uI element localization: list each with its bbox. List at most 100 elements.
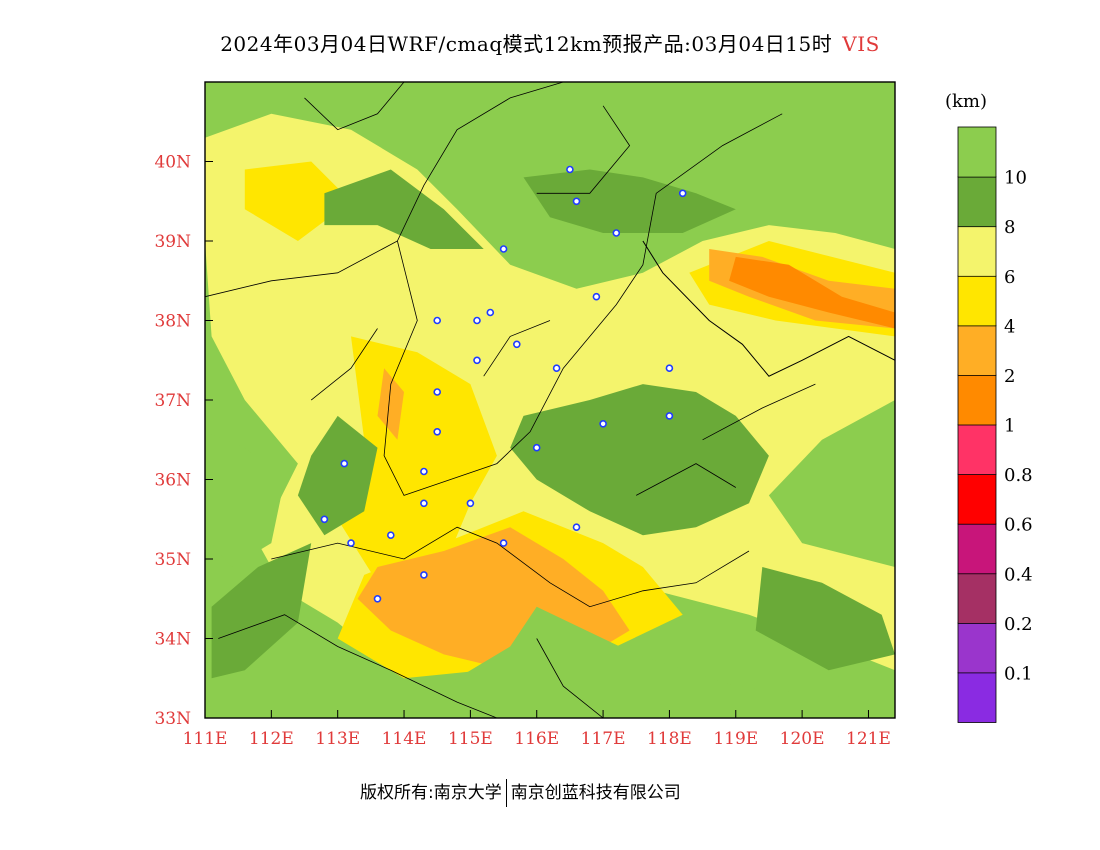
city-marker-0 [473, 316, 481, 325]
colorbar-label-2: 0.4 [1004, 564, 1033, 585]
y-tick-label-6: 39N [154, 232, 191, 252]
boundary-line-3 [218, 614, 498, 718]
field-region-4-6km-west [337, 336, 497, 583]
field-region-8-10km-north [324, 169, 484, 249]
field-region-10km-west [205, 431, 285, 567]
boundary-line-7 [483, 320, 551, 377]
colorbar-label-4: 0.8 [1004, 465, 1033, 486]
chart-title: 2024年03月04日WRF/cmaq模式12km预报产品:03月04日15时 V… [0, 28, 1100, 57]
colorbar-swatch-5 [957, 424, 997, 475]
footer-separator [505, 779, 507, 807]
colorbar-swatch-9 [957, 225, 997, 277]
colorbar-swatch-1 [957, 622, 997, 674]
city-marker-2 [473, 356, 481, 365]
colorbar-label-9: 8 [1004, 217, 1015, 238]
city-markers [320, 165, 687, 603]
x-tick-label-10: 121E [846, 729, 891, 749]
colorbar-swatch-3 [957, 523, 997, 575]
boundary-line-1 [383, 113, 783, 496]
x-tick-label-7: 118E [647, 729, 692, 749]
colorbar-swatch-4 [957, 473, 997, 525]
colorbar: 0.1 0.2 0.4 0.6 0.8 1 2 4 6 8 10 (km) [945, 91, 1033, 723]
x-tick-label-8: 119E [713, 729, 758, 749]
city-marker-10 [512, 340, 521, 349]
city-marker-24 [320, 515, 329, 524]
boundary-line-2 [271, 526, 750, 608]
city-marker-19 [420, 467, 428, 476]
field-region-8-10km-southwest [211, 543, 312, 679]
city-marker-20 [420, 499, 428, 508]
city-marker-22 [386, 531, 395, 540]
boundary-line-4 [536, 638, 604, 718]
city-marker-16 [665, 412, 674, 420]
y-tick-label-4: 37N [154, 391, 191, 411]
city-marker-21 [466, 499, 475, 508]
boundary-line-9 [702, 383, 816, 441]
field-region-8-10km-shanxi [297, 415, 378, 536]
footer-copyright: 版权所有:南京大学 [360, 783, 502, 803]
colorbar-label-6: 2 [1004, 366, 1015, 387]
colorbar-label-1: 0.2 [1004, 614, 1033, 635]
x-tick-label-0: 111E [183, 729, 228, 749]
y-tick-label-1: 34N [154, 630, 191, 650]
city-marker-27 [420, 571, 428, 579]
y-tick-label-0: 33N [154, 709, 191, 729]
colorbar-unit: (km) [945, 91, 987, 112]
boundary-line-5 [304, 82, 405, 131]
field-region-8-10km-tianjin [523, 169, 736, 233]
footer: 版权所有:南京大学 南京创蓝科技有限公司 [360, 778, 681, 807]
x-tick-label-9: 120E [780, 729, 825, 749]
city-marker-8 [592, 292, 601, 301]
city-marker-1 [486, 308, 495, 317]
city-marker-25 [499, 539, 508, 547]
city-marker-28 [373, 594, 382, 603]
x-tick-label-1: 112E [249, 729, 294, 749]
boundary-line-10 [636, 463, 737, 496]
city-marker-15 [599, 419, 607, 428]
y-tick-label-2: 35N [154, 550, 191, 570]
field-region-1-2km [729, 256, 895, 329]
city-marker-14 [532, 443, 541, 452]
city-marker-4 [612, 229, 621, 237]
title-main: 2024年03月04日WRF/cmaq模式12km预报产品:03月04日15时 [220, 32, 833, 56]
boundary-lines [205, 82, 816, 718]
colorbar-label-7: 4 [1004, 316, 1015, 337]
city-marker-3 [566, 165, 574, 174]
city-marker-13 [433, 427, 442, 436]
city-marker-5 [678, 189, 687, 198]
colorbar-label-10: 10 [1004, 168, 1027, 189]
city-marker-12 [433, 388, 442, 396]
x-tick-label-2: 113E [315, 729, 360, 749]
footer-company: 南京创蓝科技有限公司 [510, 783, 681, 803]
x-tick-label-4: 115E [448, 729, 493, 749]
y-tick-label-5: 38N [154, 312, 191, 332]
city-marker-23 [347, 539, 355, 547]
coastline [642, 240, 895, 377]
colorbar-swatch-7 [957, 324, 997, 376]
city-marker-7 [499, 245, 508, 253]
city-marker-26 [572, 523, 581, 532]
colorbar-label-5: 1 [1004, 416, 1015, 437]
field-region-8-10km-southeast [755, 567, 895, 671]
colorbar-label-8: 6 [1004, 267, 1015, 288]
city-marker-17 [665, 364, 674, 373]
y-tick-label-3: 36N [154, 471, 191, 491]
colorbar-label-3: 0.6 [1004, 515, 1033, 536]
city-marker-6 [572, 197, 581, 206]
colorbar-swatch-8 [957, 275, 997, 327]
x-tick-label-5: 116E [514, 729, 559, 749]
colorbar-swatch-2 [957, 572, 997, 624]
x-tick-label-6: 117E [581, 729, 626, 749]
boundary-line-8 [310, 328, 378, 401]
visibility-field [205, 82, 895, 718]
colorbar-label-0: 0.1 [1004, 663, 1033, 684]
field-region-2-4km-taihang [377, 368, 404, 440]
colorbar-swatch-0 [957, 672, 997, 723]
city-marker-9 [433, 316, 442, 325]
field-region-8-10km-shandong [510, 384, 769, 536]
colorbar-swatch-11 [957, 126, 997, 178]
title-variable: VIS [842, 32, 880, 56]
city-marker-11 [552, 364, 561, 373]
boundary-line-0 [205, 82, 564, 298]
